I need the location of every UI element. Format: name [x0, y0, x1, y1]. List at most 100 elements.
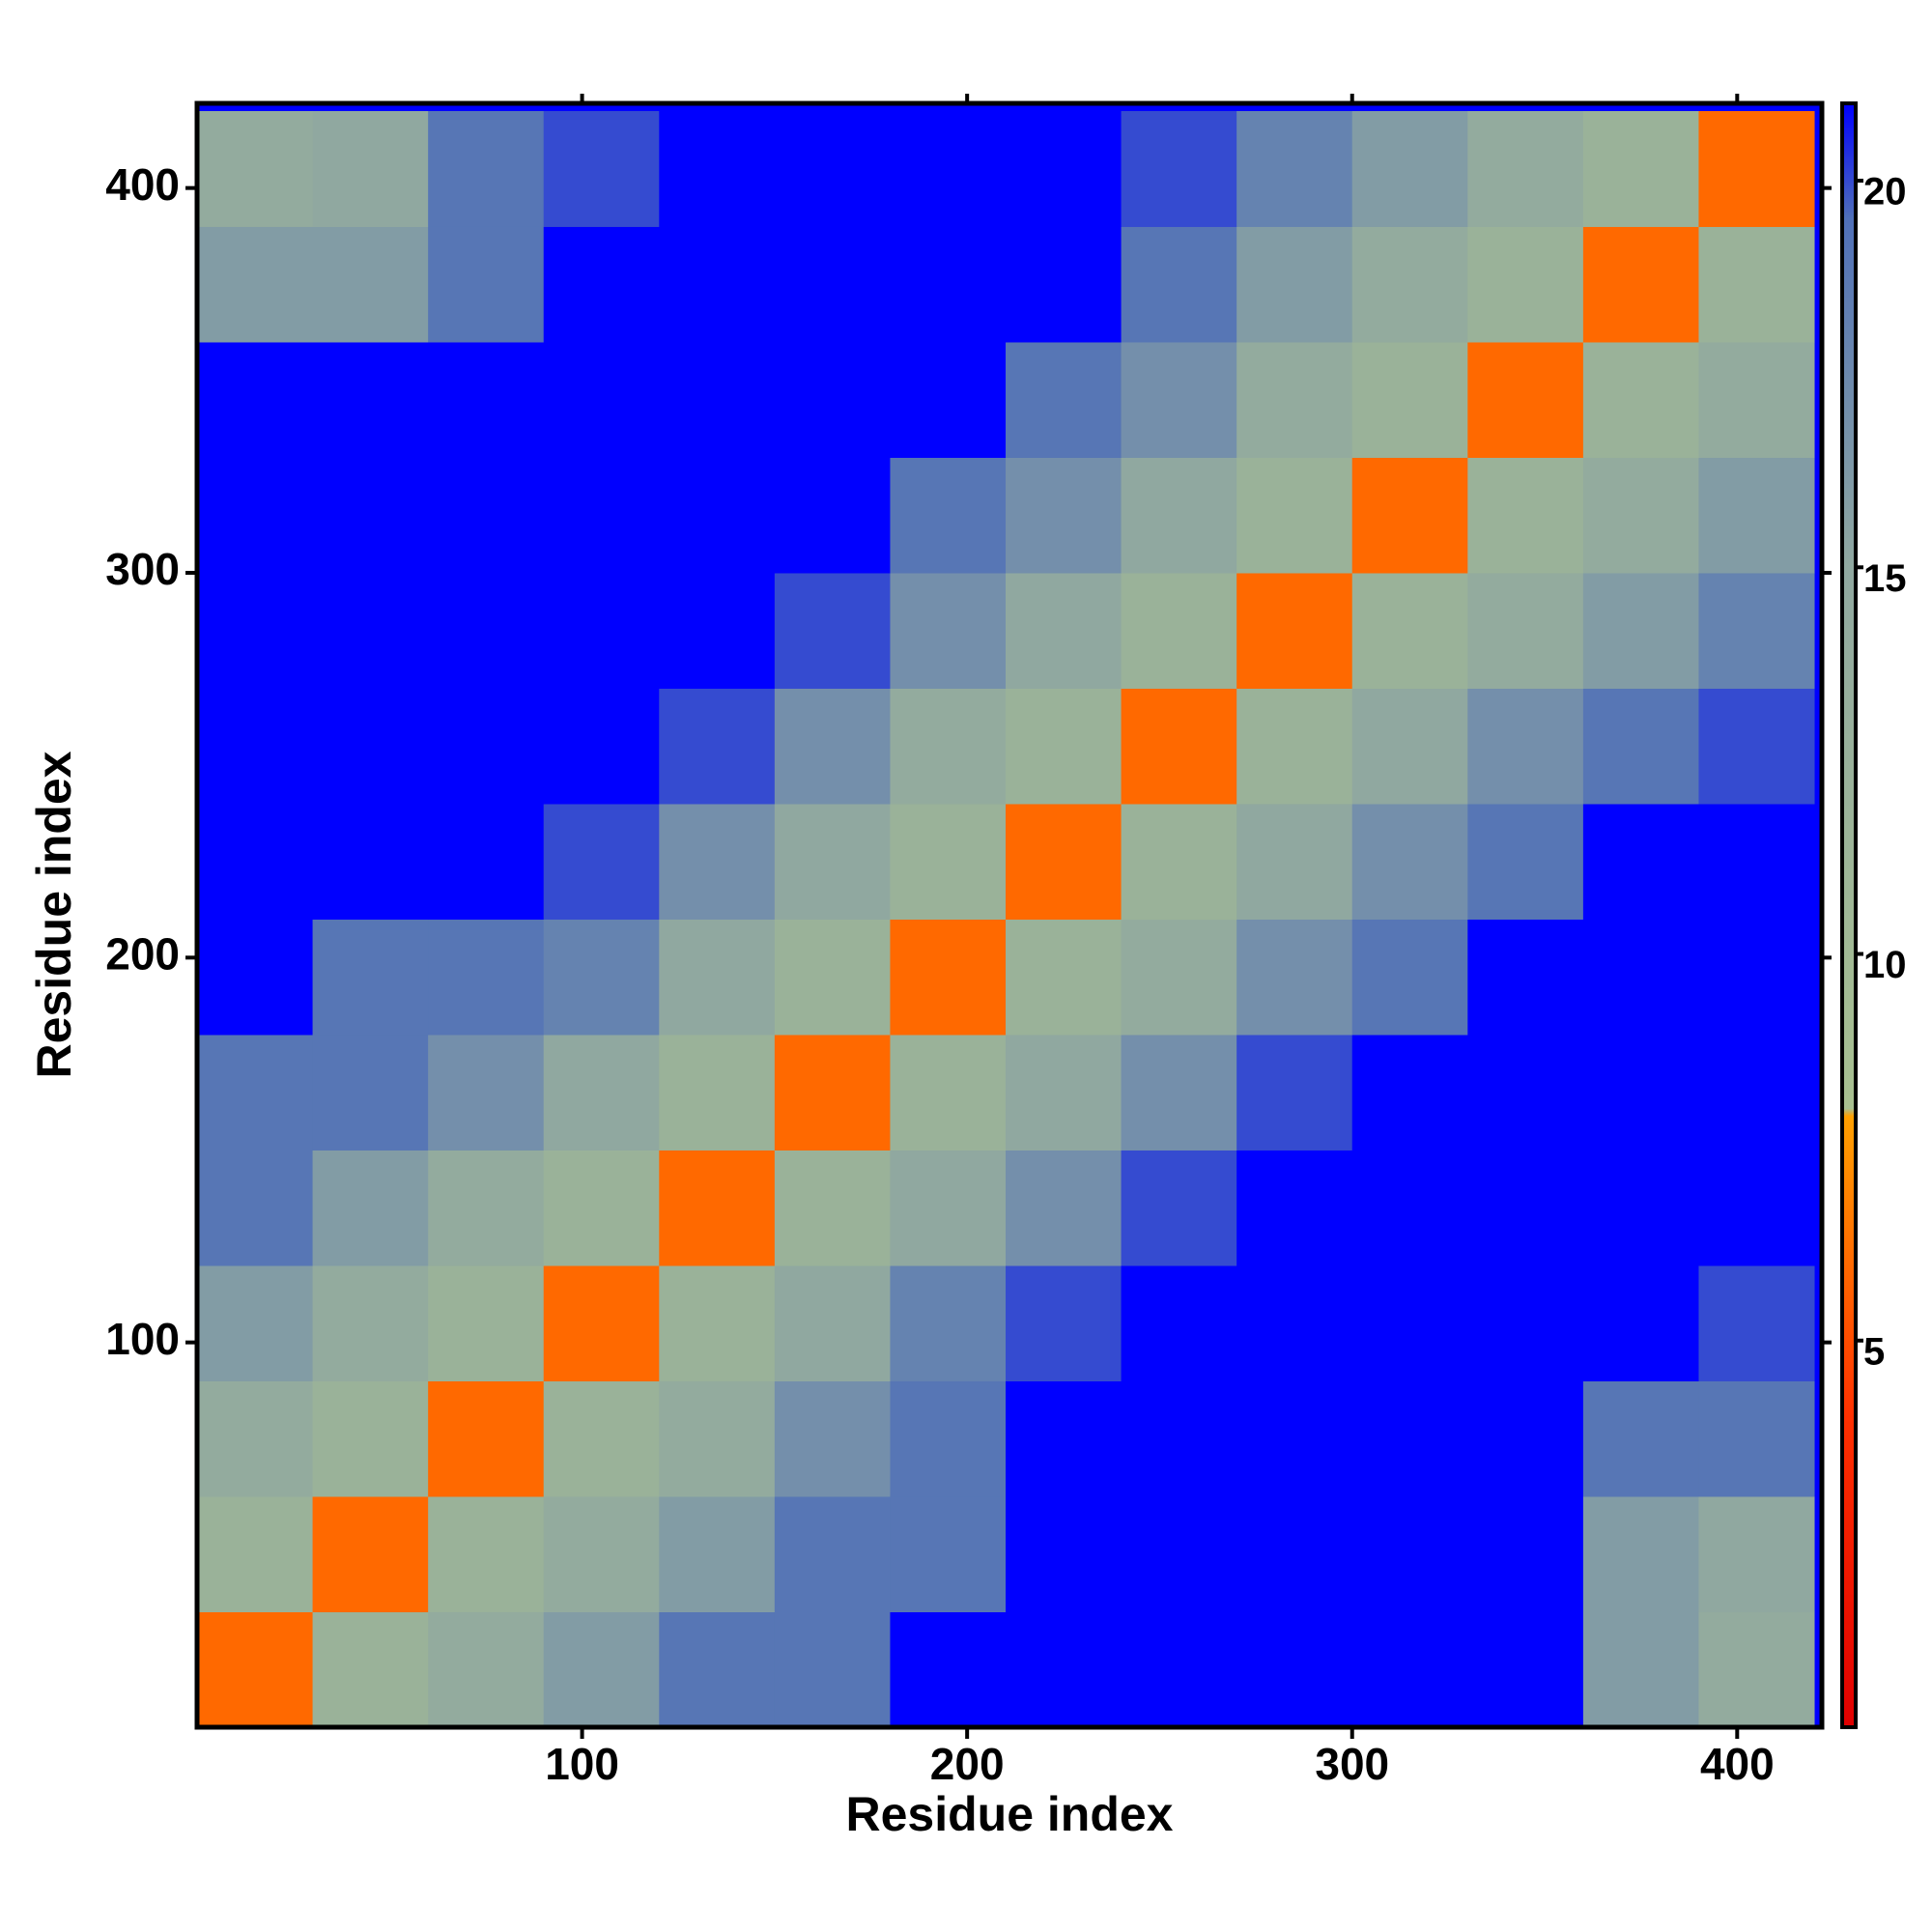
- heatmap-cell: [1351, 572, 1468, 689]
- heatmap-cell: [197, 341, 314, 458]
- heatmap-cell: [543, 341, 660, 458]
- heatmap-cell: [1582, 688, 1699, 805]
- heatmap-cell: [890, 1495, 1007, 1612]
- heatmap-cell: [1467, 572, 1584, 689]
- heatmap-cell: [1467, 1150, 1584, 1266]
- heatmap-cell: [890, 1611, 1007, 1728]
- heatmap-cell: [1467, 1611, 1584, 1728]
- heatmap-cell: [1006, 1611, 1122, 1728]
- heatmap-cell: [1467, 1495, 1584, 1612]
- heatmap-cell: [1582, 1264, 1699, 1381]
- heatmap-cell: [659, 1495, 776, 1612]
- heatmap-cell: [1236, 1611, 1353, 1728]
- heatmap-cell: [890, 341, 1007, 458]
- heatmap-cell: [312, 110, 429, 227]
- heatmap-cell: [774, 688, 891, 805]
- heatmap-cell: [1467, 803, 1584, 920]
- heatmap-cell: [312, 457, 429, 574]
- plot-frame: [194, 100, 1825, 1730]
- heatmap-cell: [428, 1495, 545, 1612]
- colorbar-tick-label: 5: [1863, 1330, 1885, 1373]
- heatmap-cell: [1236, 457, 1353, 574]
- heatmap-cell: [1351, 1380, 1468, 1497]
- heatmap-cell: [1467, 341, 1584, 458]
- heatmap-cell: [1236, 341, 1353, 458]
- heatmap-cell: [1006, 803, 1122, 920]
- heatmap-cell: [659, 1611, 776, 1728]
- heatmap-cell: [1698, 110, 1815, 227]
- heatmap-cell: [1351, 1150, 1468, 1266]
- heatmap-cell: [1236, 1150, 1353, 1266]
- heatmap-cell: [1351, 1611, 1468, 1728]
- heatmap-cell: [428, 919, 545, 1036]
- y-tick-label: 100: [105, 1314, 180, 1364]
- heatmap-cell: [1698, 688, 1815, 805]
- heatmap-cell: [890, 1264, 1007, 1381]
- colorbar-tick-label: 10: [1863, 944, 1907, 986]
- x-tick-label: 200: [930, 1739, 1005, 1789]
- heatmap-cell: [1006, 1264, 1122, 1381]
- heatmap-cell: [890, 457, 1007, 574]
- y-tick-label: 300: [105, 544, 180, 594]
- heatmap-cell: [543, 1150, 660, 1266]
- heatmap-cell: [774, 572, 891, 689]
- heatmap-cell: [1121, 457, 1237, 574]
- heatmap-cell: [659, 457, 776, 574]
- heatmap-cell: [312, 1264, 429, 1381]
- heatmap-cell: [1467, 1034, 1584, 1151]
- heatmap-cell: [543, 226, 660, 343]
- heatmap-cell: [890, 1150, 1007, 1266]
- heatmap-cell: [1006, 1150, 1122, 1266]
- heatmap-cell: [774, 341, 891, 458]
- heatmap-cell: [659, 1150, 776, 1266]
- colorbar: [1840, 101, 1858, 1729]
- heatmap-cell: [1351, 919, 1468, 1036]
- x-tick-label: 100: [545, 1739, 619, 1789]
- heatmap-cell: [774, 1264, 891, 1381]
- heatmap-cell: [1698, 803, 1815, 920]
- heatmap-cell: [543, 1034, 660, 1151]
- heatmap-cell: [1121, 226, 1237, 343]
- heatmap-cell: [197, 803, 314, 920]
- heatmap-cell: [890, 919, 1007, 1036]
- heatmap-cell: [659, 1380, 776, 1497]
- heatmap-cell: [1006, 1034, 1122, 1151]
- heatmap-cell: [1582, 457, 1699, 574]
- heatmap-cell: [1121, 572, 1237, 689]
- heatmap-cell: [890, 1380, 1007, 1497]
- heatmap-cell: [543, 110, 660, 227]
- heatmap-cell: [1006, 226, 1122, 343]
- heatmap-cell: [1006, 1495, 1122, 1612]
- heatmap-cell: [774, 1150, 891, 1266]
- heatmap-cell: [1351, 803, 1468, 920]
- heatmap-cell: [1467, 1380, 1584, 1497]
- heatmap-cell: [312, 919, 429, 1036]
- heatmap-cell: [1582, 803, 1699, 920]
- heatmap-cell: [1698, 1380, 1815, 1497]
- heatmap-cell: [1698, 1495, 1815, 1612]
- heatmap-cell: [197, 1264, 314, 1381]
- heatmap-cell: [1236, 1495, 1353, 1612]
- heatmap-cell: [428, 457, 545, 574]
- heatmap-cell: [543, 1495, 660, 1612]
- heatmap-cell: [1698, 1150, 1815, 1266]
- heatmap-cell: [543, 1264, 660, 1381]
- heatmap-cell: [1236, 803, 1353, 920]
- heatmap-cell: [774, 1495, 891, 1612]
- heatmap-cell: [659, 572, 776, 689]
- heatmap-cell: [659, 341, 776, 458]
- heatmap-cell: [428, 1611, 545, 1728]
- heatmap-cell: [1698, 919, 1815, 1036]
- heatmap-cell: [428, 1380, 545, 1497]
- heatmap-cell: [890, 110, 1007, 227]
- heatmap-cell: [1467, 226, 1584, 343]
- heatmap-cell: [1351, 1264, 1468, 1381]
- heatmap-cell: [312, 803, 429, 920]
- heatmap-cell: [774, 919, 891, 1036]
- heatmap-cell: [774, 1611, 891, 1728]
- heatmap-cell: [1121, 1495, 1237, 1612]
- heatmap-cell: [1121, 1034, 1237, 1151]
- heatmap-cell: [659, 1034, 776, 1151]
- heatmap-cell: [1121, 1150, 1237, 1266]
- heatmap-cell: [1236, 1264, 1353, 1381]
